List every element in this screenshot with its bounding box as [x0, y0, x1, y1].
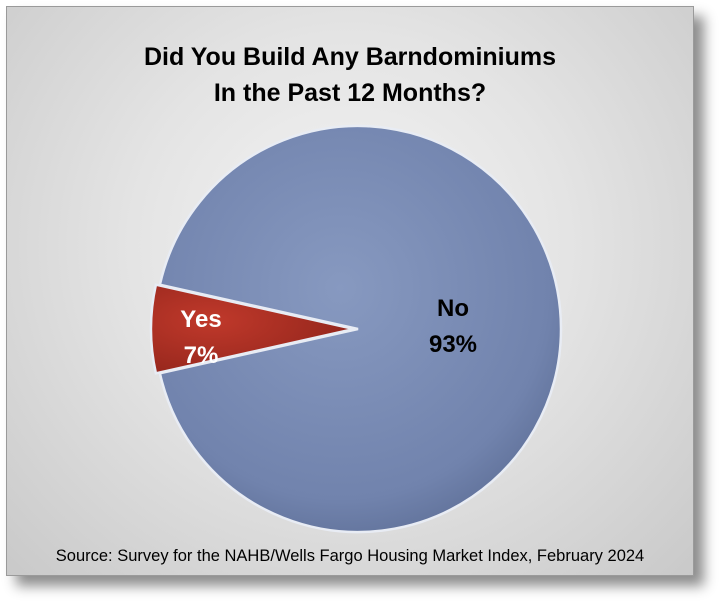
slice-value-yes: 7% — [184, 342, 219, 369]
slice-label-no-group: No 93% — [429, 295, 477, 358]
source-note: Source: Survey for the NAHB/Wells Fargo … — [55, 547, 645, 565]
chart-title-line-2: In the Past 12 Months? — [213, 79, 487, 107]
chart-title-line-1: Did You Build Any Barndominiums — [143, 43, 557, 71]
slice-label-no: No — [437, 295, 469, 322]
pie-slice-no — [158, 124, 563, 534]
slice-value-no: 93% — [429, 331, 477, 358]
slice-label-yes-group: Yes 7% — [180, 306, 221, 369]
pie-chart: No 93% Yes 7% — [149, 124, 563, 534]
pie-slices — [149, 124, 563, 534]
pie-slice-yes — [149, 283, 355, 375]
chart-frame: Did You Build Any Barndominiums In the P… — [6, 6, 694, 576]
slice-label-yes: Yes — [180, 306, 221, 333]
chart-title: Did You Build Any Barndominiums In the P… — [7, 39, 693, 111]
